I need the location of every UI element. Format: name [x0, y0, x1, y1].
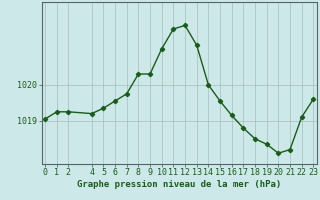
X-axis label: Graphe pression niveau de la mer (hPa): Graphe pression niveau de la mer (hPa)	[77, 180, 281, 189]
